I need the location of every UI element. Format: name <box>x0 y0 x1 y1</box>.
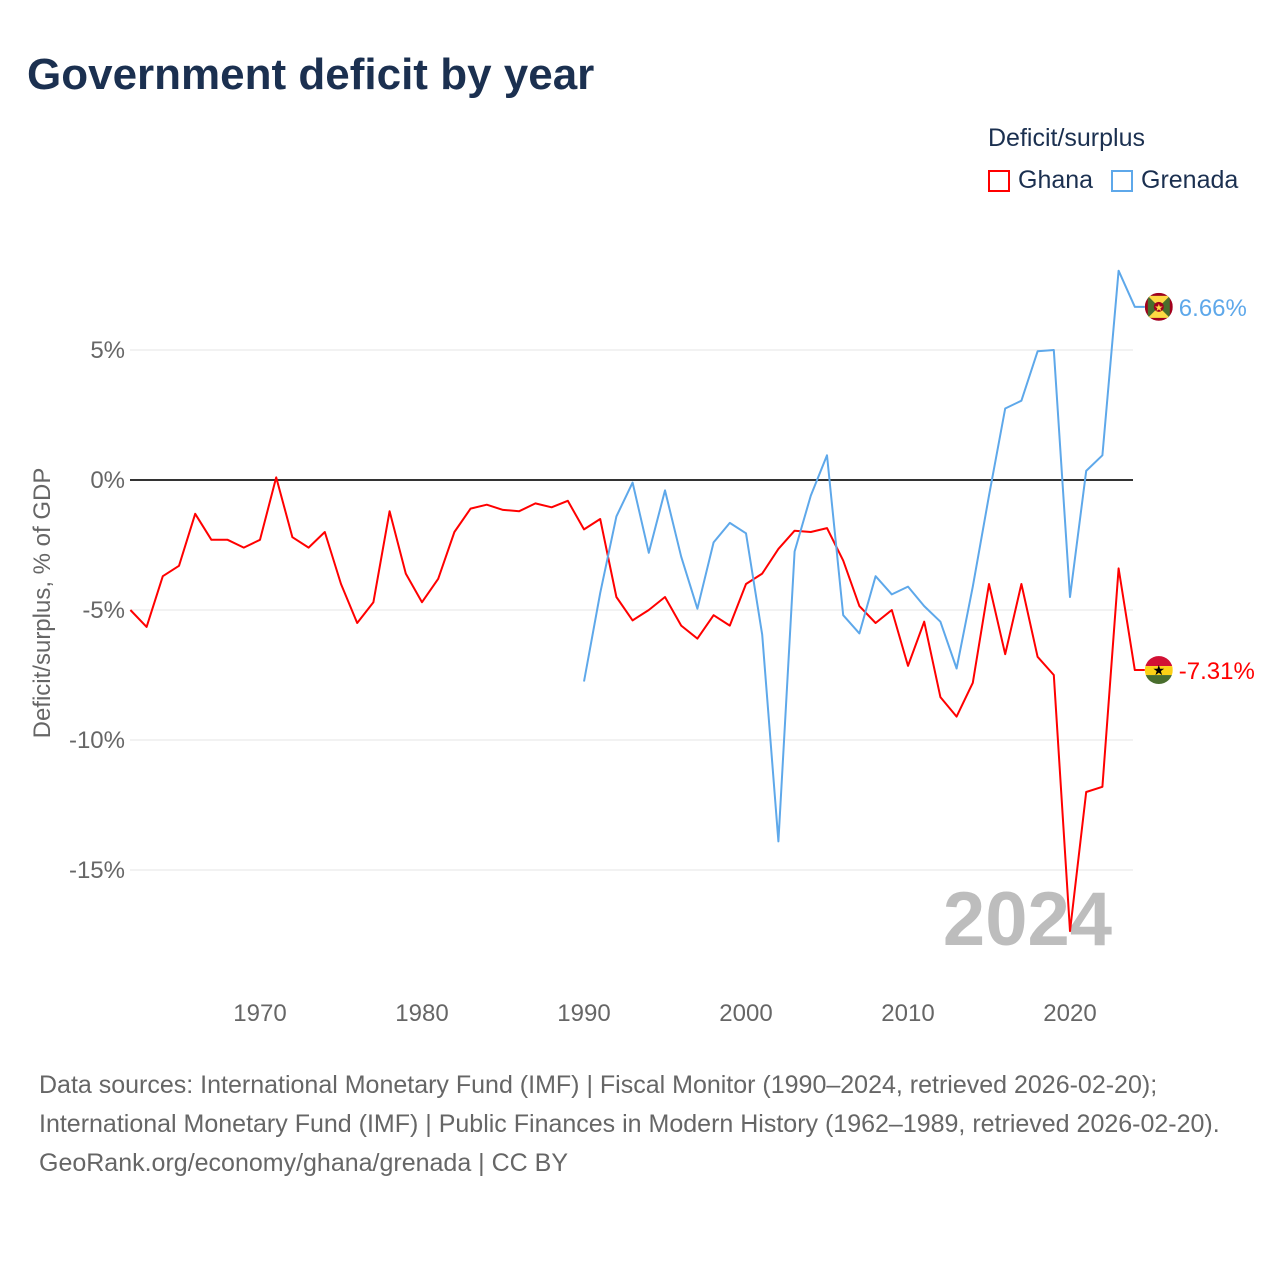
legend-title: Deficit/surplus <box>988 124 1145 152</box>
legend-swatch-grenada <box>1111 169 1133 192</box>
x-tick-label: 2020 <box>1043 1000 1096 1027</box>
y-tick-label: -5% <box>82 597 125 624</box>
x-tick-label: 2000 <box>719 1000 772 1027</box>
x-tick-label: 1990 <box>557 1000 610 1027</box>
flag-body: ★ <box>1144 656 1173 685</box>
y-tick-label: 0% <box>90 467 125 494</box>
end-label-grenada: 6.66% <box>1179 295 1247 322</box>
footer-sources: Data sources: International Monetary Fun… <box>39 1071 1220 1138</box>
legend-swatch-ghana <box>988 169 1010 192</box>
flag-triangle-gold <box>1147 306 1170 318</box>
flag-stripe-red <box>1144 656 1173 667</box>
chart-title: Government deficit by year <box>27 50 595 99</box>
series-line-ghana <box>129 476 1145 933</box>
year-watermark: 2024 <box>943 877 1112 962</box>
legend-item-ghana[interactable]: Ghana <box>988 166 1093 195</box>
y-tick-label: -10% <box>69 727 125 754</box>
flag-center-circle <box>1153 301 1164 312</box>
flag-triangle-gold <box>1147 295 1170 307</box>
footer-credit[interactable]: GeoRank.org/economy/ghana/grenada | CC B… <box>39 1149 569 1177</box>
end-label-ghana: -7.31% <box>1179 658 1255 685</box>
series-line-grenada <box>583 269 1145 843</box>
star-icon: ★ <box>1153 662 1166 678</box>
y-axis-label: Deficit/surplus, % of GDP <box>29 468 56 739</box>
star-icon: ★ <box>1154 303 1163 314</box>
x-tick-label: 1970 <box>233 1000 286 1027</box>
footer: Data sources: International Monetary Fun… <box>39 1066 1239 1183</box>
legend-item-grenada[interactable]: Grenada <box>1111 166 1238 195</box>
legend-label-ghana: Ghana <box>1018 166 1094 194</box>
flag-body: ★ <box>1144 292 1173 321</box>
flag-icon-grenada: ★ <box>1144 292 1173 321</box>
flag-icon-ghana: ★ <box>1144 656 1173 685</box>
x-tick-label: 2010 <box>881 1000 934 1027</box>
legend-label-grenada: Grenada <box>1141 166 1239 194</box>
y-tick-label: -15% <box>69 857 125 884</box>
flag-stripe-gold <box>1144 666 1173 676</box>
y-tick-label: 5% <box>90 337 125 364</box>
flag-stripe-green <box>1144 675 1173 685</box>
x-tick-label: 1980 <box>395 1000 448 1027</box>
